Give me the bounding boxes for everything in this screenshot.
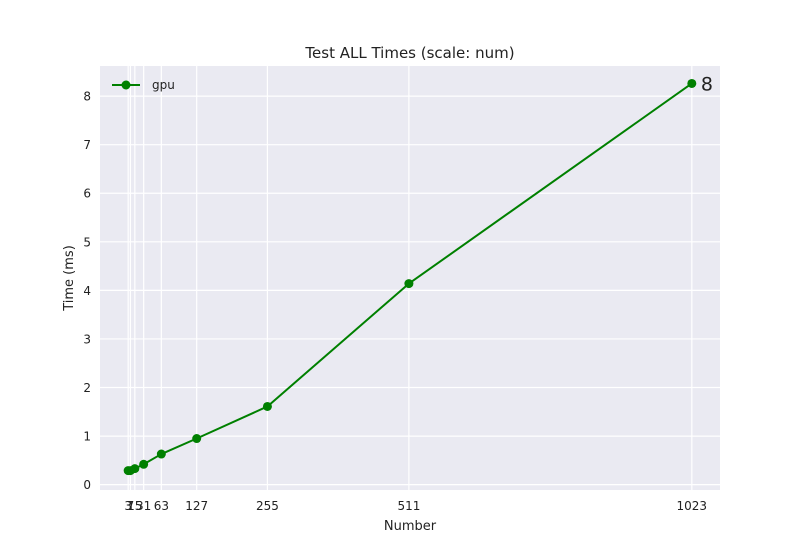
y-axis-label: Time (ms): [62, 245, 77, 312]
y-tick-label: 1: [83, 430, 91, 444]
y-tick-label: 0: [83, 478, 91, 492]
chart-title: Test ALL Times (scale: num): [304, 44, 514, 62]
y-tick-label: 4: [83, 284, 91, 298]
x-tick-label: 1023: [677, 499, 708, 513]
legend-marker: [121, 80, 131, 90]
y-tick-label: 6: [83, 187, 91, 201]
y-tick-label: 8: [83, 90, 91, 104]
x-axis-label: Number: [384, 519, 437, 534]
y-tick-label: 3: [83, 332, 91, 346]
x-tick-label: 31: [136, 499, 151, 513]
data-point: [192, 434, 202, 444]
y-tick-label: 5: [83, 235, 91, 249]
data-point: [404, 279, 414, 289]
data-point: [156, 449, 166, 459]
y-tick-label: 2: [83, 381, 91, 395]
x-tick-label: 511: [397, 499, 420, 513]
grid: [100, 66, 720, 490]
y-tick-labels: 0 1 2 3 4 5 6 7 8: [83, 90, 91, 493]
legend-label: gpu: [152, 78, 175, 92]
x-tick-label: 3: [124, 499, 132, 513]
x-tick-label: 63: [154, 499, 169, 513]
series-layer: [123, 78, 697, 476]
y-tick-label: 7: [83, 138, 91, 152]
x-tick-label: 15: [127, 499, 142, 513]
data-point: [687, 78, 697, 88]
x-tick-label: 7: [127, 499, 135, 513]
data-point: [139, 459, 149, 469]
annotation-label: 8: [701, 73, 713, 95]
x-tick-label: 255: [256, 499, 279, 513]
legend: gpu: [112, 78, 175, 92]
x-tick-label: 127: [185, 499, 208, 513]
data-point: [262, 401, 272, 411]
data-point: [130, 464, 140, 474]
